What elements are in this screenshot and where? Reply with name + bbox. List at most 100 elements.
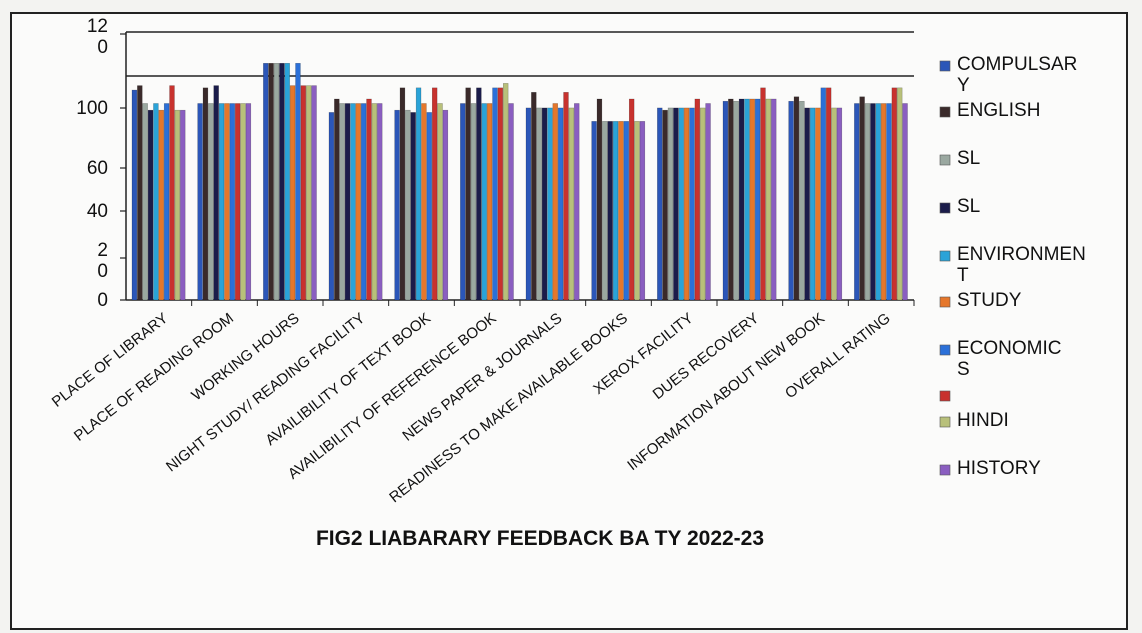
- bar: [678, 107, 684, 301]
- bar: [377, 103, 383, 301]
- bar: [738, 98, 745, 301]
- bar: [174, 109, 181, 301]
- bar: [694, 98, 701, 301]
- bar: [859, 96, 865, 301]
- bar: [442, 109, 449, 301]
- bar: [864, 103, 871, 301]
- bar: [825, 87, 832, 301]
- bar: [268, 63, 274, 301]
- bar: [431, 87, 438, 301]
- bar: [547, 107, 553, 301]
- bar: [300, 85, 307, 301]
- bar: [137, 85, 143, 301]
- bar: [596, 98, 603, 301]
- bar: [344, 103, 351, 301]
- bar: [234, 103, 241, 301]
- bar: [279, 63, 285, 301]
- bar: [197, 103, 203, 301]
- bar: [481, 103, 487, 301]
- bar: [771, 98, 777, 301]
- bar: [788, 100, 794, 301]
- bar: [618, 121, 624, 301]
- bar: [612, 121, 619, 301]
- bar: [465, 87, 471, 301]
- bar: [284, 63, 290, 301]
- x-tick-label: READINESS TO MAKE AVAILABLE BOOKS: [386, 310, 631, 506]
- bar: [662, 109, 668, 301]
- bar: [749, 98, 755, 301]
- bar: [760, 87, 766, 301]
- bar: [295, 63, 301, 301]
- bar: [552, 103, 558, 301]
- bar: [700, 107, 706, 301]
- legend-swatch: [939, 390, 951, 402]
- bar: [525, 107, 532, 301]
- legend-label: SL: [957, 148, 980, 169]
- bar: [804, 107, 810, 301]
- bar: [836, 107, 843, 301]
- bar: [213, 85, 219, 301]
- bar: [639, 121, 646, 301]
- bar: [355, 103, 361, 301]
- bar: [202, 87, 209, 301]
- legend-swatch: [939, 344, 951, 356]
- bar: [880, 103, 887, 301]
- bar: [799, 100, 805, 301]
- bar: [437, 103, 443, 301]
- x-tick-label: WORKING HOURS: [188, 310, 302, 404]
- legend-swatch: [939, 202, 951, 214]
- bar: [492, 87, 498, 301]
- legend-swatch: [939, 250, 951, 262]
- bar: [486, 103, 493, 301]
- bar: [142, 103, 148, 301]
- bar: [531, 92, 537, 301]
- y-tick-label: 12 0: [87, 16, 108, 58]
- bar: [667, 107, 674, 301]
- bar: [245, 103, 252, 301]
- bar: [371, 103, 378, 301]
- bar: [421, 103, 427, 301]
- legend-label: ENGLISH: [957, 100, 1040, 121]
- bar: [476, 87, 482, 301]
- bar: [497, 87, 504, 301]
- bar: [240, 103, 246, 301]
- bar: [897, 87, 903, 301]
- bar: [224, 103, 230, 301]
- bar: [169, 85, 175, 301]
- bar: [311, 85, 317, 301]
- bar: [886, 103, 892, 301]
- legend-swatch: [939, 464, 951, 476]
- bar: [689, 107, 695, 301]
- bar: [180, 109, 186, 301]
- bar: [673, 107, 679, 301]
- x-tick-label: DUES RECOVERY: [650, 310, 763, 403]
- bar: [683, 107, 690, 301]
- bar: [870, 103, 876, 301]
- legend-swatch: [939, 154, 951, 166]
- bar: [394, 109, 400, 301]
- bar: [503, 83, 509, 301]
- y-tick-label: 100: [76, 98, 108, 119]
- bar: [153, 103, 159, 301]
- bar: [163, 103, 170, 301]
- bar: [820, 87, 826, 301]
- bar: [306, 85, 312, 301]
- legend-swatch: [939, 416, 951, 428]
- bar: [470, 103, 477, 301]
- bar: [793, 96, 800, 301]
- legend-label: HINDI: [957, 410, 1009, 431]
- bar: [399, 87, 406, 301]
- bar: [410, 112, 416, 301]
- bar: [289, 85, 296, 301]
- legend-label: HISTORY: [957, 458, 1041, 479]
- legend-label: ECONOMIC S: [957, 338, 1062, 380]
- bar: [415, 87, 422, 301]
- bar: [591, 121, 597, 301]
- bar: [744, 98, 750, 301]
- bar: [623, 121, 629, 301]
- bar: [273, 63, 280, 301]
- bar: [360, 103, 367, 301]
- bar: [218, 103, 225, 301]
- bar: [657, 107, 663, 301]
